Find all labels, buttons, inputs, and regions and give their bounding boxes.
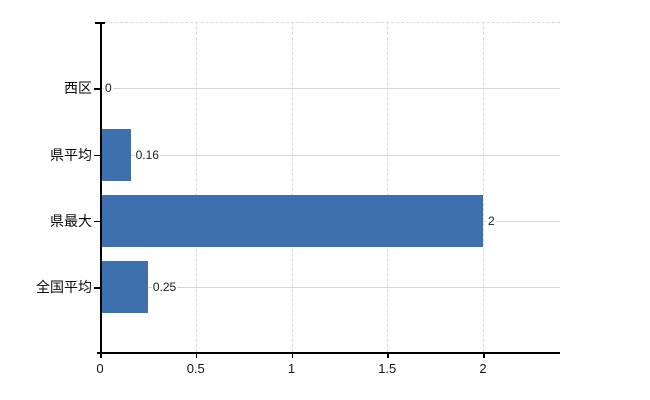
horizontal-gridline xyxy=(101,287,560,288)
value-label: 2 xyxy=(487,212,496,229)
x-axis-tick xyxy=(195,352,198,358)
y-axis-top-tick xyxy=(95,22,105,24)
horizontal-gridline xyxy=(101,154,560,156)
x-axis xyxy=(97,352,560,354)
x-axis-tick xyxy=(291,352,293,358)
x-tick-label: 0 xyxy=(96,361,104,376)
x-tick-label: 1 xyxy=(287,361,296,376)
y-axis xyxy=(100,22,102,357)
vertical-gridline xyxy=(387,22,389,352)
bar xyxy=(101,261,148,313)
horizontal-gridline xyxy=(101,88,560,90)
category-label: 県平均 xyxy=(50,146,92,163)
category-tick xyxy=(94,287,100,289)
vertical-gridline xyxy=(195,22,197,352)
category-label: 西区 xyxy=(64,80,92,97)
category-tick xyxy=(94,88,100,90)
x-axis-tick xyxy=(483,352,485,358)
x-axis-tick xyxy=(387,352,389,358)
bar xyxy=(101,194,483,247)
value-label: 0.16 xyxy=(134,146,160,163)
value-label: 0 xyxy=(104,80,113,97)
category-tick xyxy=(94,154,100,156)
x-axis-tick xyxy=(100,352,102,358)
category-label: 県最大 xyxy=(50,212,92,229)
category-tick xyxy=(94,220,100,223)
x-tick-label: 2 xyxy=(479,361,487,376)
x-tick-label: 1.5 xyxy=(378,361,397,376)
vertical-gridline xyxy=(291,22,293,352)
category-label: 全国平均 xyxy=(36,279,92,295)
bar xyxy=(101,128,131,181)
plot-top-border xyxy=(100,22,560,23)
value-label: 0.25 xyxy=(151,279,178,295)
vertical-gridline xyxy=(483,22,484,352)
x-tick-label: 0.5 xyxy=(186,361,205,376)
